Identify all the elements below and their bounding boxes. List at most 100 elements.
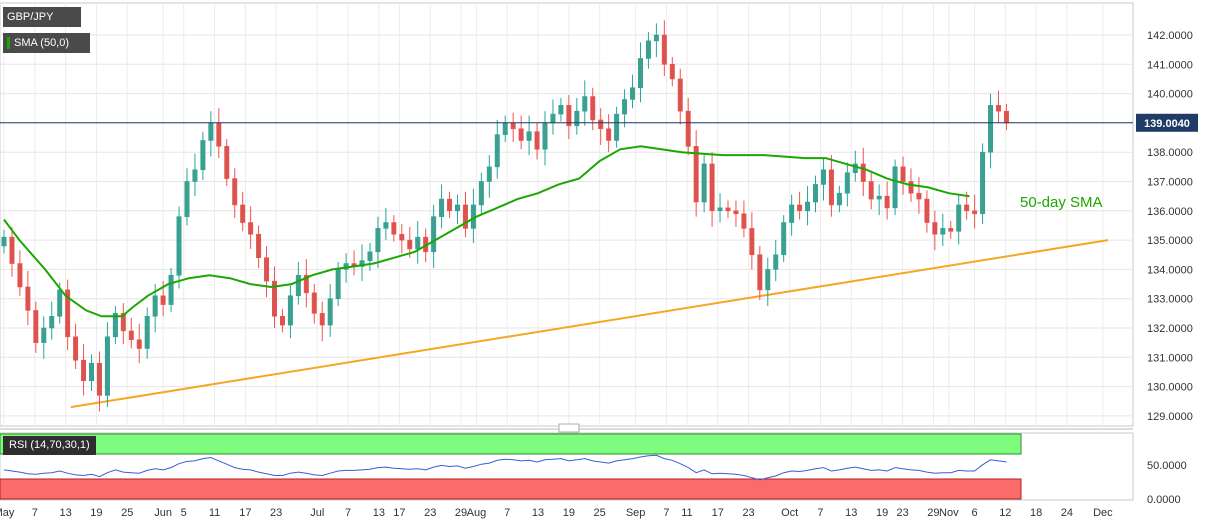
price-tick-label: 130.0000	[1147, 382, 1193, 394]
candle-body	[558, 105, 564, 115]
candle-body	[725, 207, 731, 212]
symbol-legend: GBP/JPY	[3, 7, 81, 27]
candle-body	[868, 181, 874, 200]
candle-body	[844, 172, 850, 194]
candle-body	[49, 315, 55, 329]
candle-body	[383, 222, 389, 229]
candle-body	[279, 315, 285, 326]
time-tick-label: 13	[845, 507, 857, 519]
price-tick-label: 138.0000	[1147, 147, 1193, 159]
last-price-label: 139.0040	[1144, 118, 1190, 130]
time-tick-label: Aug	[467, 507, 487, 519]
candle-body	[264, 257, 270, 282]
candle-body	[534, 131, 540, 150]
candle-body	[995, 105, 1001, 112]
candle-body	[622, 99, 628, 115]
candle-body	[836, 192, 842, 206]
time-tick-label: Jun	[154, 507, 172, 519]
rsi-tick-label: 0.0000	[1147, 494, 1181, 506]
candle-body	[741, 213, 747, 229]
time-tick-label: Oct	[781, 507, 798, 519]
candle-body	[653, 34, 659, 42]
rsi-tick-label: 50.0000	[1147, 460, 1187, 472]
rsi-legend-label: RSI (14,70,30,1)	[9, 439, 90, 451]
candle-body	[860, 163, 866, 182]
candle-body	[789, 204, 795, 223]
sma-line	[3, 145, 970, 318]
candle-body	[1003, 110, 1009, 124]
time-tick-label: 17	[712, 507, 724, 519]
candle-body	[940, 228, 946, 235]
candle-body	[327, 298, 333, 326]
candles-group	[1, 20, 1009, 412]
candle-body	[478, 181, 484, 206]
candle-body	[828, 169, 834, 206]
time-tick-label: Sep	[626, 507, 646, 519]
candle-body	[733, 210, 739, 215]
candle-body	[17, 263, 23, 288]
price-tick-label: 135.0000	[1147, 235, 1193, 247]
candle-body	[184, 181, 190, 217]
candle-body	[407, 239, 413, 250]
candle-body	[948, 228, 954, 232]
candle-body	[908, 181, 914, 194]
candle-body	[677, 78, 683, 112]
candle-body	[311, 292, 317, 314]
candle-body	[813, 184, 819, 203]
time-tick-label: 6	[971, 507, 977, 519]
candle-body	[168, 274, 174, 305]
candle-body	[884, 195, 890, 209]
candle-body	[494, 134, 500, 168]
time-tick-label: 7	[817, 507, 823, 519]
time-tick-label: 7	[32, 507, 38, 519]
last-price-badge	[1136, 113, 1198, 132]
time-tick-label: 29	[455, 507, 467, 519]
price-tick-label: 141.0000	[1147, 59, 1193, 71]
candle-body	[876, 195, 882, 200]
candle-body	[550, 113, 556, 124]
candle-body	[128, 330, 134, 341]
time-tick-label: 23	[897, 507, 909, 519]
candle-body	[510, 122, 516, 130]
candle-body	[518, 128, 524, 141]
candle-body	[65, 289, 71, 338]
symbol-label: GBP/JPY	[7, 11, 54, 23]
rsi-oversold-zone	[0, 478, 1022, 500]
time-tick-label: Jul	[310, 507, 324, 519]
candle-body	[176, 216, 182, 276]
candle-body	[399, 233, 405, 241]
support-trendline	[70, 239, 1109, 409]
candle-body	[439, 198, 445, 217]
candle-body	[144, 315, 150, 349]
price-panel	[0, 2, 1134, 427]
candle-body	[502, 122, 508, 135]
candle-body	[574, 110, 580, 127]
candle-body	[717, 207, 723, 212]
time-tick-label: 17	[239, 507, 251, 519]
time-tick-label: 23	[424, 507, 436, 519]
time-tick-label: 11	[209, 507, 220, 519]
time-tick-label: 25	[121, 507, 133, 519]
candle-body	[447, 198, 453, 212]
candle-body	[820, 169, 826, 185]
candle-body	[709, 163, 715, 212]
time-tick-label: 7	[345, 507, 351, 519]
sma-annotation: 50-day SMA	[1020, 194, 1103, 211]
candle-body	[661, 34, 667, 65]
candle-body	[773, 254, 779, 270]
candle-body	[892, 166, 898, 209]
candle-body	[685, 110, 691, 147]
candle-body	[900, 166, 906, 182]
candle-body	[566, 105, 572, 127]
candle-body	[805, 201, 811, 212]
time-tick-label: 5	[181, 507, 187, 519]
price-tick-label: 133.0000	[1147, 294, 1193, 306]
candle-body	[248, 222, 254, 235]
resize-handle	[558, 423, 580, 433]
candle-body	[160, 295, 166, 305]
time-tick-label: 11	[681, 507, 692, 519]
sma-legend-label: SMA (50,0)	[14, 37, 70, 49]
candle-body	[9, 236, 15, 264]
time-tick-label: 24	[1061, 507, 1073, 519]
